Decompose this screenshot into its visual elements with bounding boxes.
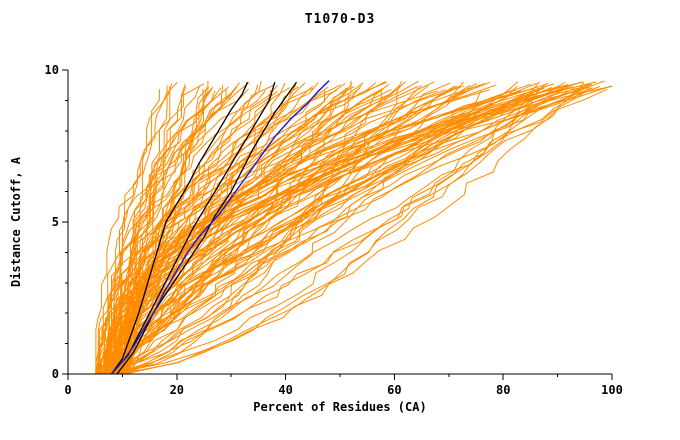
orange-model-line — [116, 85, 518, 375]
orange-model-line — [110, 86, 539, 375]
orange-model-line — [114, 82, 286, 375]
orange-model-line — [104, 87, 575, 375]
black-model-2-line — [111, 82, 276, 375]
orange-model-line — [114, 86, 569, 375]
black-model-1-line — [110, 81, 249, 375]
orange-model-line — [121, 85, 168, 375]
orange-model-line — [98, 86, 291, 374]
orange-model-line — [106, 81, 386, 375]
orange-model-line — [116, 90, 396, 375]
orange-model-line — [99, 81, 178, 374]
orange-model-line — [118, 90, 382, 375]
black-model-3-line — [116, 81, 298, 375]
orange-model-line — [124, 84, 592, 375]
orange-model-line — [105, 90, 216, 374]
blue-model-line — [110, 80, 330, 375]
x-tick-label: 100 — [601, 383, 623, 397]
orange-model-line — [124, 81, 585, 375]
orange-model-line — [119, 81, 464, 375]
orange-model-line — [96, 86, 586, 375]
orange-model-line — [98, 82, 306, 375]
x-tick-label: 60 — [387, 383, 401, 397]
orange-model-line — [111, 88, 608, 375]
orange-model-line — [110, 85, 362, 374]
orange-model-line — [118, 91, 482, 375]
orange-model-line — [127, 89, 517, 375]
orange-model-line — [118, 87, 593, 374]
x-axis-label: Percent of Residues (CA) — [253, 400, 427, 414]
orange-model-line — [127, 82, 377, 374]
y-tick-label: 0 — [52, 367, 59, 381]
y-tick-label: 5 — [52, 215, 59, 229]
orange-model-line — [117, 84, 342, 374]
orange-model-line — [108, 89, 160, 375]
orange-model-line — [99, 90, 278, 375]
x-tick-label: 80 — [496, 383, 510, 397]
orange-model-line — [107, 88, 534, 374]
x-tick-label: 40 — [278, 383, 292, 397]
orange-model-line — [103, 86, 329, 374]
chart-title: T1070-D3 — [304, 12, 376, 27]
y-tick-label: 10 — [45, 63, 59, 77]
orange-model-line — [118, 85, 545, 375]
orange-model-line — [126, 90, 337, 374]
orange-model-line — [103, 90, 266, 374]
x-tick-label: 0 — [64, 383, 71, 397]
orange-model-line — [96, 86, 229, 375]
orange-model-line — [115, 85, 600, 375]
orange-model-line — [95, 83, 205, 375]
orange-model-line — [96, 86, 238, 375]
orange-model-line — [122, 82, 240, 375]
x-tick-label: 20 — [170, 383, 184, 397]
orange-model-line — [115, 85, 224, 374]
orange-model-line — [114, 88, 249, 374]
orange-model-line — [117, 82, 319, 374]
